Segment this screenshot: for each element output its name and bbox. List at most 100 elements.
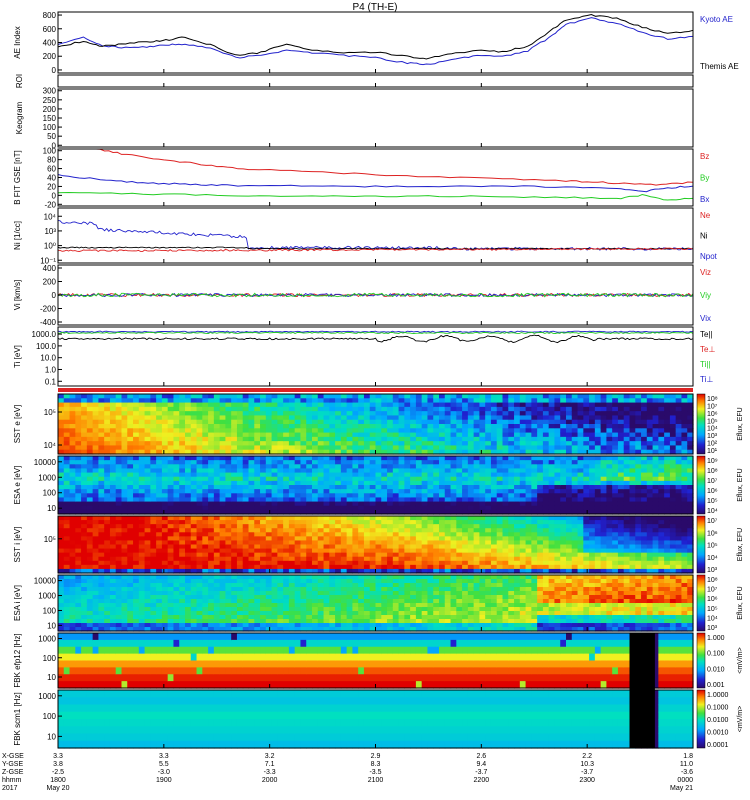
heat-cell — [554, 411, 561, 417]
heat-cell — [81, 556, 88, 562]
heat-cell — [121, 619, 128, 624]
heat-cell — [173, 424, 180, 429]
heat-cell — [109, 501, 117, 507]
heat-cell — [381, 485, 388, 490]
heat-cell — [317, 568, 325, 574]
heat-cell — [664, 394, 671, 399]
heat-cell — [58, 548, 65, 554]
heat-cell — [352, 516, 359, 521]
heat-cell — [681, 441, 688, 447]
heat-cell — [456, 552, 463, 558]
heat-cell — [219, 536, 227, 542]
heat-cell — [167, 532, 175, 537]
heat-cell — [63, 532, 71, 537]
heat-cell — [606, 505, 613, 511]
heat-cell — [248, 544, 255, 550]
heat-cell — [433, 509, 440, 515]
heat-cell — [242, 424, 250, 429]
heat-cell — [381, 493, 388, 499]
heat-cell — [225, 548, 232, 554]
heat-cell — [583, 406, 590, 412]
heat-cell — [606, 540, 613, 546]
heat-cell — [219, 394, 227, 399]
heat-cell — [219, 524, 227, 529]
heat-cell — [502, 560, 509, 566]
heat-cell — [58, 516, 65, 521]
heat-cell — [669, 432, 677, 438]
heat-cell — [617, 432, 625, 438]
heat-cell — [219, 419, 227, 425]
heat-cell — [242, 568, 250, 574]
heat-cell — [560, 548, 567, 554]
heat-cell — [496, 415, 504, 421]
heat-cell — [560, 411, 567, 417]
heat-cell — [537, 524, 544, 529]
heat-cell — [358, 501, 365, 507]
heat-cell — [196, 595, 203, 600]
heat-cell — [81, 472, 88, 478]
heat-cell — [410, 419, 417, 425]
heat-cell — [58, 406, 65, 412]
heat-cell — [456, 564, 463, 570]
heat-cell — [485, 406, 492, 412]
heat-cell — [456, 449, 463, 455]
heat-cell — [335, 532, 342, 537]
heat-cell — [98, 411, 105, 417]
heat-cell — [433, 540, 440, 546]
heat-cell — [231, 544, 238, 550]
heat-cell — [277, 509, 284, 515]
heat-cell — [381, 460, 388, 465]
heat-cell — [525, 402, 532, 408]
heat-cell — [594, 476, 602, 482]
heat-cell — [86, 583, 94, 588]
heat-cell — [167, 587, 175, 592]
heat-cell — [283, 436, 290, 442]
heat-cell — [583, 411, 590, 417]
heat-cell — [658, 441, 665, 447]
heat-cell — [196, 415, 203, 421]
heat-cell — [150, 595, 157, 600]
heat-cell — [404, 552, 411, 558]
heat-cell — [190, 394, 198, 399]
heat-cell — [161, 603, 169, 608]
heat-cell — [589, 532, 596, 537]
heat-cell — [63, 520, 71, 525]
heat-cell — [265, 540, 273, 546]
heat-cell — [346, 501, 354, 507]
heat-cell — [81, 436, 88, 442]
heat-cell — [427, 528, 434, 533]
heat-cell — [623, 424, 631, 429]
heat-cell — [542, 468, 550, 474]
heat-cell — [213, 528, 221, 533]
heat-cell — [635, 501, 642, 507]
heat-cell — [144, 532, 151, 537]
heat-cell — [219, 497, 227, 503]
heat-cell — [150, 552, 157, 558]
heat-cell — [537, 406, 544, 412]
heat-cell — [485, 415, 492, 421]
heat-cell — [277, 456, 284, 461]
heat-cell — [583, 544, 590, 550]
heat-cell — [271, 419, 278, 425]
heat-cell — [58, 476, 65, 482]
heat-cell — [231, 505, 238, 511]
heat-cell — [156, 516, 163, 521]
heat-cell — [594, 394, 602, 399]
heat-cell — [109, 398, 117, 404]
heat-cell — [554, 524, 561, 529]
heat-cell — [462, 548, 469, 554]
heat-cell — [490, 441, 498, 447]
heat-cell — [502, 468, 509, 474]
heat-cell — [658, 509, 665, 515]
heat-cell — [144, 611, 151, 616]
heat-cell — [467, 394, 475, 399]
heat-cell — [346, 524, 354, 529]
heat-cell — [600, 406, 608, 412]
heat-cell — [329, 402, 336, 408]
heat-cell — [623, 548, 631, 554]
heat-cell — [479, 489, 486, 494]
heat-cell — [173, 509, 180, 515]
heat-cell — [323, 532, 330, 537]
heat-cell — [473, 432, 481, 438]
heat-cell — [525, 432, 532, 438]
